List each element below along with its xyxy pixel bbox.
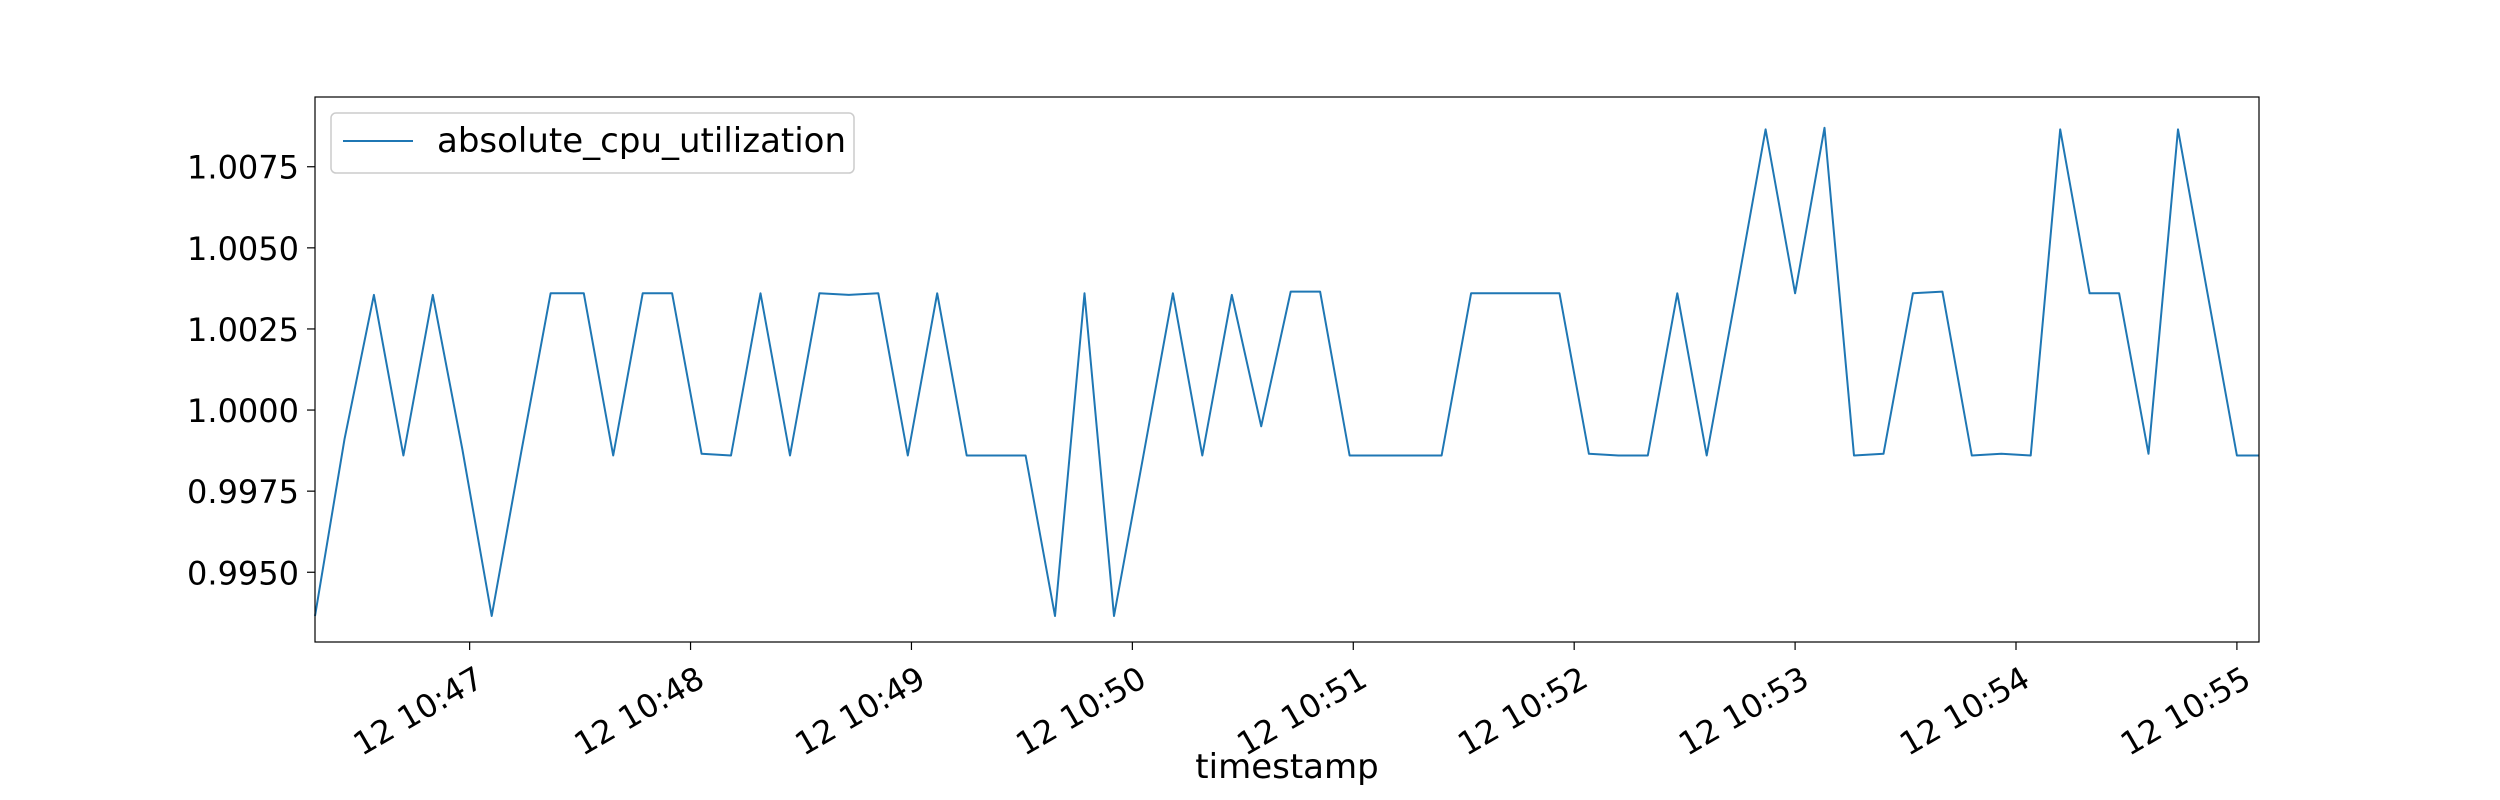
y-tick-label: 1.0000 (187, 392, 299, 430)
y-tick-label: 1.0050 (187, 230, 299, 268)
series-line (314, 126, 2259, 617)
legend: absolute_cpu_utilization (330, 112, 855, 174)
plot-area (314, 126, 2259, 617)
y-tick-label: 0.9975 (187, 473, 299, 511)
x-axis-label: timestamp (1195, 747, 1378, 787)
legend-box (330, 112, 855, 174)
y-axis: 0.9950 0.9975 1.0000 1.0025 1.0050 1.0075 (187, 149, 315, 592)
y-tick-label: 0.9950 (187, 554, 299, 592)
y-tick-label: 1.0075 (187, 149, 299, 187)
plot-frame (314, 96, 2260, 643)
y-tick-label: 1.0025 (187, 311, 299, 349)
legend-label: absolute_cpu_utilization (437, 121, 846, 161)
